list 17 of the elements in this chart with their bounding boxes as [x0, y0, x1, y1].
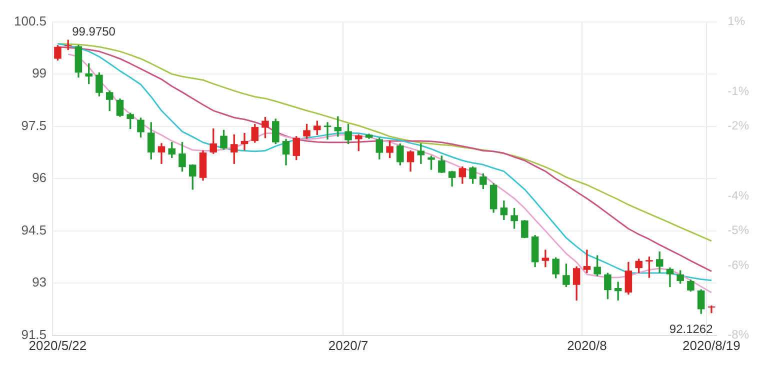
x-tick-label: 2020/8/19: [682, 338, 740, 353]
y-tick-label: 100.5: [14, 13, 47, 28]
y-tick-label: 99: [32, 66, 47, 81]
y-tick-label: 96: [32, 170, 47, 186]
candlestick: [583, 250, 591, 274]
candlestick: [542, 250, 550, 268]
y-tick-label: 93: [32, 274, 47, 290]
x-tick-label: 2020/7: [328, 338, 368, 353]
y-tick-label: 94.5: [21, 222, 47, 238]
y-tick-label: 97.5: [21, 118, 47, 133]
annotation: 92.1262: [669, 322, 714, 336]
candlestick: [614, 282, 622, 301]
candlestick: [240, 132, 248, 150]
annotation: 99.9750: [72, 24, 116, 38]
candlestick: [708, 305, 716, 314]
x-tick-label: 2020/8: [567, 338, 607, 353]
candlestick: [324, 122, 332, 140]
